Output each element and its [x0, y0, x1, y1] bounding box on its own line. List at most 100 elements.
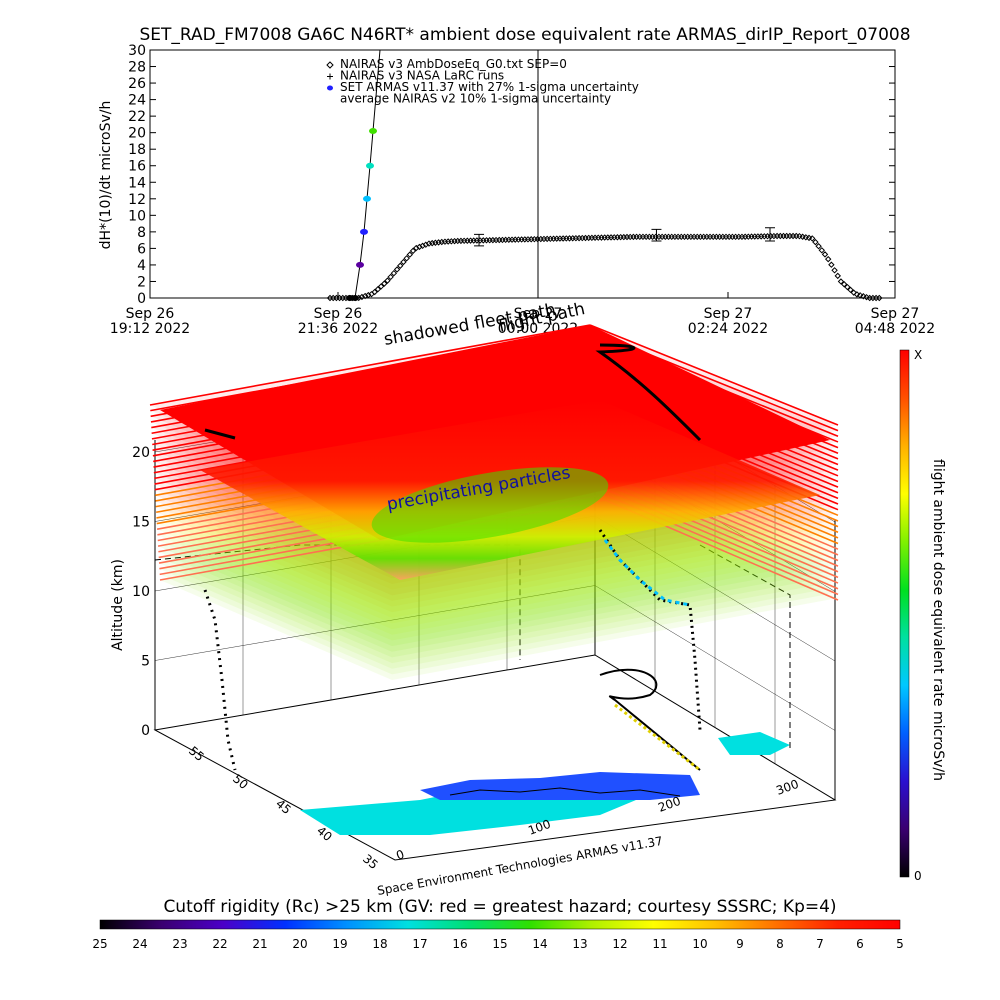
dose-sheet-fill — [160, 500, 838, 680]
altitude-tick-label: 0 — [141, 723, 150, 739]
ground-map-blue — [420, 772, 700, 800]
dose-sheet — [149, 324, 839, 680]
y-tick-label: 18 — [128, 142, 146, 158]
floor-flight-path-color — [614, 703, 701, 772]
dose-colorbar-bottom-label: 0 — [914, 869, 922, 883]
chart-title: SET_RAD_FM7008 GA6C N46RT* ambient dose … — [139, 25, 910, 45]
nairas-v3-point — [409, 247, 417, 255]
nairas-v3-point — [403, 255, 410, 262]
nairas-v3-point — [844, 283, 851, 291]
ground-map-cyan-east — [718, 732, 790, 755]
cutoff-tick-label: 6 — [856, 937, 864, 951]
nairas-v3-point — [371, 288, 378, 296]
cutoff-tick-label: 25 — [92, 937, 107, 951]
y-tick-label: 8 — [137, 225, 146, 241]
armas-line — [350, 49, 381, 299]
y-tick-label: 10 — [128, 208, 146, 224]
dose-colorbar-title: flight ambient dose equivalent rate micr… — [930, 459, 946, 781]
cutoff-tick-label: 10 — [692, 937, 707, 951]
nairas-v3-point — [850, 289, 857, 296]
cutoff-tick-label: 9 — [736, 937, 744, 951]
cutoff-colorbar-ticks: 25 24 23 22 21 20 19 18 17 16 15 14 13 12 11 10 9 8 7 6 5 — [92, 937, 903, 951]
armas-point — [360, 228, 368, 235]
nairas-v3-point — [400, 258, 407, 266]
y-tick-label: 16 — [128, 159, 146, 175]
nairas-v3-point — [860, 293, 867, 300]
x-tick-label-time: 21:36 2022 — [298, 321, 378, 337]
timeseries-y-axis-label: dH*(10)/dt microSv/h — [98, 101, 114, 250]
cutoff-tick-label: 21 — [252, 937, 267, 951]
armas-point — [356, 261, 364, 268]
dose-colorbar-top-label: X — [914, 348, 922, 362]
nairas-v3-point — [377, 283, 385, 290]
cutoff-tick-label: 11 — [652, 937, 667, 951]
nairas-v3-point — [815, 243, 822, 250]
cutoff-tick-label: 14 — [532, 937, 547, 951]
altitude-track-right-color — [603, 539, 691, 607]
nairas-v3-point — [812, 238, 819, 246]
dose-sheet-fill — [159, 494, 838, 675]
precipitation-zone — [371, 467, 609, 543]
cutoff-tick-label: 19 — [332, 937, 347, 951]
altitude-tick-label: 20 — [132, 445, 150, 461]
nairas-v3-point — [840, 281, 848, 288]
legend-entry: average NAIRAS v2 10% 1-sigma uncertaint… — [340, 92, 611, 106]
cutoff-colorbar-bar — [99, 919, 901, 930]
longitude-tick-label: 300 — [774, 777, 800, 798]
cutoff-tick-label: 23 — [172, 937, 187, 951]
legend-entry: NAIRAS v3 NASA LaRC runs — [340, 69, 504, 83]
nairas-v3-point — [824, 255, 832, 263]
cutoff-tick-label: 7 — [816, 937, 824, 951]
y-tick-label: 6 — [137, 241, 146, 257]
cutoff-tick-label: 18 — [372, 937, 387, 951]
cutoff-tick-label: 5 — [896, 937, 904, 951]
legend-diamond-icon — [326, 61, 334, 69]
dose-sheet-fill — [159, 488, 838, 669]
latitude-tick-label: 35 — [360, 852, 381, 873]
armas-point — [351, 295, 359, 301]
cutoff-tick-label: 17 — [412, 937, 427, 951]
nairas-v3-point — [847, 286, 854, 294]
altitude-tick-label: 10 — [132, 584, 150, 600]
x-tick-label-date: Sep 27 — [871, 306, 920, 322]
latitude-tick-label: 55 — [186, 744, 207, 765]
nairas-v3-point — [876, 294, 883, 302]
nairas-v3-point — [390, 269, 398, 277]
legend-dot-icon — [327, 85, 333, 91]
armas-point — [369, 128, 377, 135]
x-tick-label-date: Sep 27 — [514, 306, 563, 322]
x-tick-label-date: Sep 26 — [126, 306, 175, 322]
armas-point — [366, 162, 374, 169]
nairas-v3-point — [365, 291, 372, 299]
nairas-v3-point — [374, 286, 382, 293]
y-tick-label: 4 — [137, 258, 146, 274]
y-tick-label: 30 — [128, 43, 146, 59]
nairas-v3-point — [384, 277, 391, 284]
y-tick-label: 14 — [128, 175, 146, 191]
nairas-v3-point — [818, 247, 826, 254]
altitude-axis-label: Altitude (km) — [110, 559, 126, 651]
legend-entry: SET ARMAS v11.37 with 27% 1-sigma uncert… — [340, 80, 639, 94]
nairas-v3-point — [397, 262, 404, 269]
sheet-track-left — [204, 428, 236, 440]
dose-sheet-line — [589, 324, 839, 426]
timeseries-frame — [149, 49, 896, 299]
y-tick-label: 12 — [128, 192, 146, 208]
nairas-v3-point — [837, 278, 845, 285]
floor-flight-path — [599, 668, 701, 771]
cutoff-tick-label: 20 — [292, 937, 307, 951]
nairas-v3-point — [361, 292, 369, 300]
y-tick-label: 24 — [128, 93, 146, 109]
error-bar — [765, 227, 775, 242]
x-tick-label-date: Sep 27 — [704, 306, 753, 322]
altitude-z-ticks: 0 5 10 15 20 — [132, 445, 150, 739]
longitude-tick-label: 0 — [394, 847, 406, 863]
x-tick-label-time: 19:12 2022 — [110, 321, 190, 337]
nairas-v3-point — [406, 251, 414, 258]
cutoff-tick-label: 8 — [776, 937, 784, 951]
footer-credit: Space Environment Technologies ARMAS v11… — [376, 834, 664, 898]
